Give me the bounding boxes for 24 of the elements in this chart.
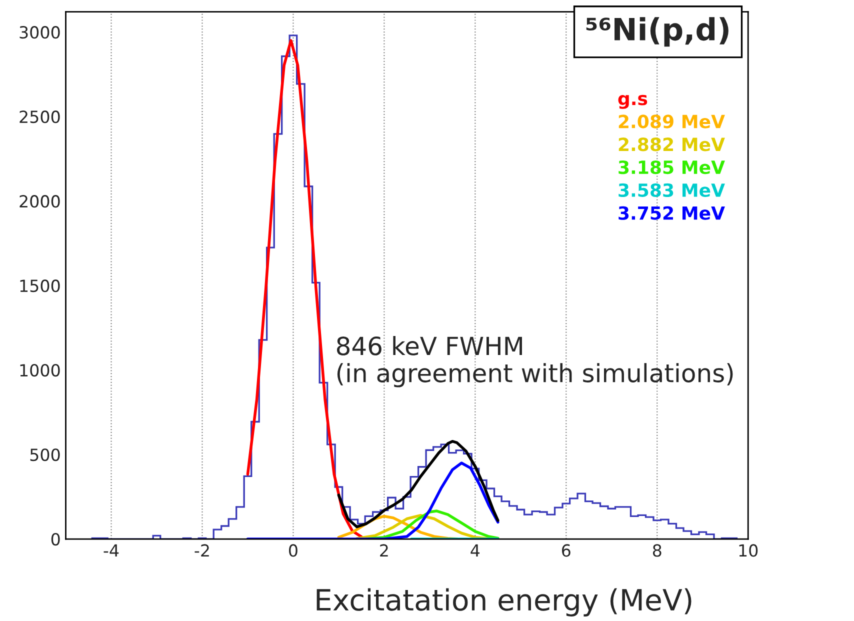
x-tick-label: 8 xyxy=(652,544,662,557)
y-tick-label: 2000 xyxy=(20,195,60,208)
x-tick-label: 6 xyxy=(562,544,570,557)
text: 3.185 MeV xyxy=(618,160,725,174)
y-tick-label: 2500 xyxy=(20,110,60,124)
x-tick-label: 10 xyxy=(739,544,758,557)
text: 3.752 MeV xyxy=(618,206,725,220)
y-tick-label: 0 xyxy=(51,532,60,546)
y-tick-label: 1500 xyxy=(20,280,60,292)
annotation: 846 keV FWHM (in agreement with simulations) xyxy=(336,336,733,388)
x-axis-title: Excitatation energy (MeV) xyxy=(316,588,692,616)
text: 3.583 MeV xyxy=(618,183,725,197)
x-tick-label: 2 xyxy=(380,544,388,557)
text: 2.089 MeV xyxy=(618,114,725,128)
text: 2.882 MeV xyxy=(618,138,725,152)
x-tick-label: -2 xyxy=(194,544,209,557)
y-tick-label: 3000 xyxy=(20,26,60,39)
text: g.s xyxy=(618,94,648,109)
y-tick-label: 1000 xyxy=(20,364,60,377)
y-tick-label: 500 xyxy=(30,448,60,462)
x-tick-label: 0 xyxy=(289,544,298,557)
x-tick-label: 4 xyxy=(470,544,480,557)
x-tick-label: -4 xyxy=(104,544,119,557)
chart-title: ⁵⁶Ni(p,d) xyxy=(586,17,728,47)
